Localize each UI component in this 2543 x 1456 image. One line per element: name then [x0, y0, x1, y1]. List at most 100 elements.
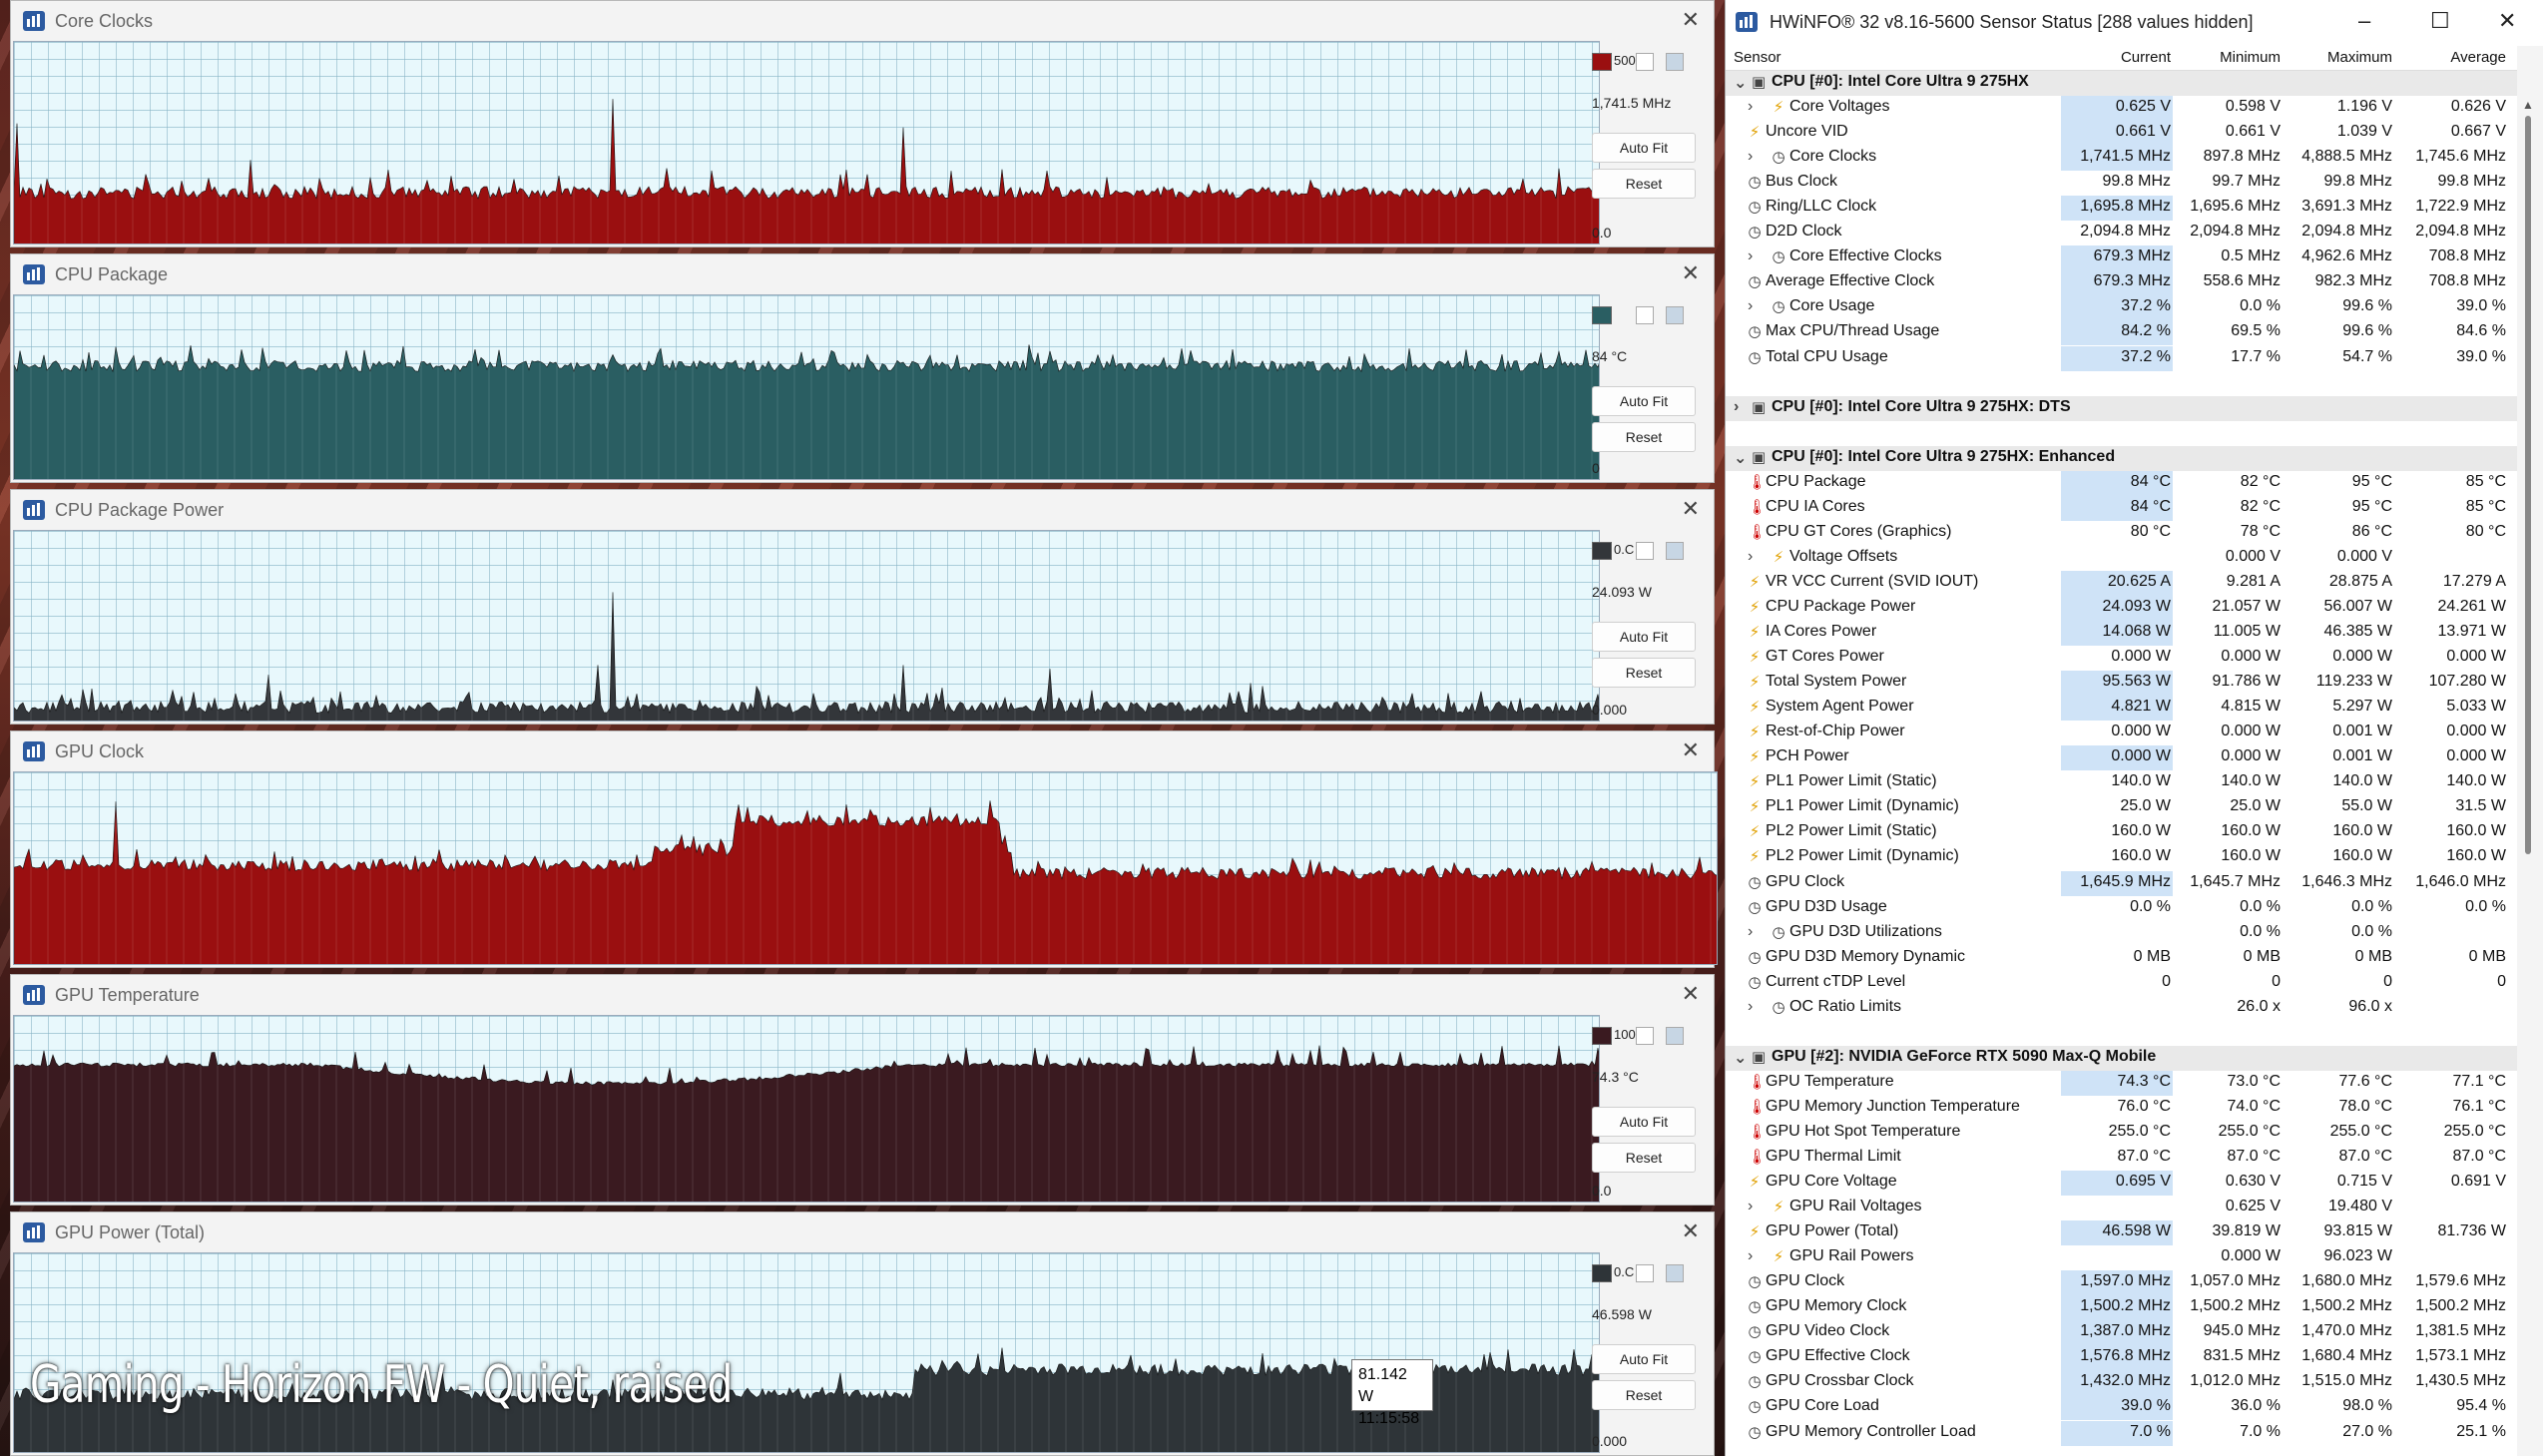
chevron-right-icon[interactable]: ›	[1748, 98, 1754, 116]
minimize-icon[interactable]: –	[2358, 8, 2371, 33]
reset-button[interactable]: Reset	[1592, 658, 1696, 688]
reset-button[interactable]: Reset	[1592, 422, 1696, 452]
sensor-row[interactable]: › ◷ Core Usage 37.2 % 0.0 % 99.6 % 39.0 %	[1726, 295, 2517, 321]
sensor-group-header[interactable]: › ▣ CPU [#0]: Intel Core Ultra 9 275HX: …	[1726, 395, 2517, 421]
header-maximum[interactable]: Maximum	[2326, 49, 2392, 66]
sensor-row[interactable]: 🌡 CPU Package 84 °C 82 °C 95 °C 85 °C	[1726, 470, 2517, 496]
sensor-row[interactable]: › ◷ OC Ratio Limits 26.0 x 96.0 x	[1726, 996, 2517, 1021]
chevron-right-icon[interactable]: ›	[1748, 1247, 1754, 1265]
graph-option-box[interactable]	[1666, 1264, 1684, 1282]
close-icon[interactable]: ✕	[1681, 1218, 1700, 1243]
chevron-right-icon[interactable]: ›	[1748, 997, 1754, 1015]
sensor-row[interactable]: ◷ Ring/LLC Clock 1,695.8 MHz 1,695.6 MHz…	[1726, 196, 2517, 222]
sensor-row[interactable]: ⚡ IA Cores Power 14.068 W 11.005 W 46.38…	[1726, 621, 2517, 647]
sensor-row[interactable]: › ⚡ Core Voltages 0.625 V 0.598 V 1.196 V…	[1726, 96, 2517, 122]
chevron-right-icon[interactable]: ›	[1748, 1198, 1754, 1215]
sensor-row[interactable]: ◷ GPU Effective Clock 1,576.8 MHz 831.5 …	[1726, 1345, 2517, 1371]
sensor-list[interactable]: ⌄ ▣ CPU [#0]: Intel Core Ultra 9 275HX › ⚡…	[1726, 71, 2517, 1456]
graph-plot-area[interactable]	[13, 1252, 1600, 1453]
header-sensor[interactable]: Sensor	[1734, 49, 1781, 66]
reset-button[interactable]: Reset	[1592, 1143, 1696, 1173]
chevron-down-icon[interactable]: ⌄	[1734, 1049, 1748, 1067]
sensor-row[interactable]: › ◷ Core Effective Clocks 679.3 MHz 0.5 M…	[1726, 245, 2517, 271]
graph-window-3[interactable]: GPU Clock ✕	[10, 730, 1718, 968]
reset-button[interactable]: Reset	[1592, 169, 1696, 199]
sensor-group-header[interactable]: ⌄ ▣ GPU [#2]: NVIDIA GeForce RTX 5090 Ma…	[1726, 1045, 2517, 1071]
graph-titlebar[interactable]: Core Clocks ✕	[11, 1, 1714, 41]
sensor-row[interactable]: ⚡ VR VCC Current (SVID IOUT) 20.625 A 9.…	[1726, 570, 2517, 596]
graph-window-2[interactable]: CPU Package Power ✕ 0.C 24.093 W Auto Fi…	[10, 489, 1715, 725]
series-color-swatch[interactable]	[1592, 1027, 1612, 1045]
chevron-down-icon[interactable]: ⌄	[1734, 75, 1748, 92]
graph-option-box[interactable]	[1636, 542, 1654, 560]
graph-plot-area[interactable]	[13, 294, 1600, 480]
header-minimum[interactable]: Minimum	[2220, 49, 2281, 66]
graph-option-box[interactable]	[1636, 53, 1654, 71]
sensor-row[interactable]: ◷ GPU Clock 1,597.0 MHz 1,057.0 MHz 1,68…	[1726, 1270, 2517, 1296]
graph-window-1[interactable]: CPU Package ✕ 84 °C Auto Fit Reset 0	[10, 253, 1715, 483]
sensor-row[interactable]: › ⚡ GPU Rail Voltages 0.625 V 19.480 V	[1726, 1196, 2517, 1220]
sensor-row[interactable]: ◷ GPU D3D Memory Dynamic 0 MB 0 MB 0 MB …	[1726, 946, 2517, 971]
close-icon[interactable]: ✕	[1681, 7, 1700, 32]
sensor-row[interactable]: ◷ GPU Memory Clock 1,500.2 MHz 1,500.2 M…	[1726, 1295, 2517, 1321]
header-current[interactable]: Current	[2120, 49, 2171, 66]
sensor-row[interactable]: 🌡 GPU Memory Junction Temperature 76.0 °…	[1726, 1096, 2517, 1121]
sensor-row[interactable]: ⚡ PL1 Power Limit (Dynamic) 25.0 W 25.0 …	[1726, 795, 2517, 820]
close-icon[interactable]: ✕	[1681, 260, 1700, 285]
sensor-row[interactable]: ⚡ GPU Power (Total) 46.598 W 39.819 W 93…	[1726, 1220, 2517, 1246]
sensor-row[interactable]: ⚡ System Agent Power 4.821 W 4.815 W 5.2…	[1726, 696, 2517, 722]
auto-fit-button[interactable]: Auto Fit	[1592, 133, 1696, 163]
graph-titlebar[interactable]: GPU Temperature ✕	[11, 975, 1714, 1015]
graph-plot-area[interactable]	[13, 771, 1718, 965]
sensor-row[interactable]: ⚡ PCH Power 0.000 W 0.000 W 0.001 W 0.00…	[1726, 745, 2517, 771]
graph-window-4[interactable]: GPU Temperature ✕ 100.0 74.3 °C Auto Fit…	[10, 974, 1715, 1206]
scrollbar-thumb[interactable]	[2525, 116, 2531, 854]
sensor-row[interactable]: ◷ Current cTDP Level 0 0 0 0	[1726, 971, 2517, 996]
sensor-row[interactable]: ◷ GPU Crossbar Clock 1,432.0 MHz 1,012.0…	[1726, 1370, 2517, 1396]
auto-fit-button[interactable]: Auto Fit	[1592, 622, 1696, 652]
graph-plot-area[interactable]	[13, 1015, 1600, 1203]
chevron-right-icon[interactable]: ›	[1748, 922, 1754, 940]
close-icon[interactable]: ✕	[1681, 737, 1700, 762]
sensor-row[interactable]: 🌡 CPU IA Cores 84 °C 82 °C 95 °C 85 °C	[1726, 495, 2517, 521]
chevron-right-icon[interactable]: ›	[1748, 547, 1754, 565]
chevron-right-icon[interactable]: ›	[1748, 297, 1754, 315]
graph-option-box[interactable]	[1636, 1264, 1654, 1282]
sensor-row[interactable]: › ⚡ Voltage Offsets 0.000 V 0.000 V	[1726, 546, 2517, 571]
sensor-row[interactable]: ⚡ PL2 Power Limit (Dynamic) 160.0 W 160.…	[1726, 845, 2517, 870]
chevron-right-icon[interactable]: ›	[1734, 397, 1740, 415]
graph-option-box[interactable]	[1666, 1027, 1684, 1045]
sensor-row[interactable]: 🌡 GPU Temperature 74.3 °C 73.0 °C 77.6 °…	[1726, 1070, 2517, 1096]
graph-option-box[interactable]	[1666, 542, 1684, 560]
sensor-row[interactable]: ◷ Bus Clock 99.8 MHz 99.7 MHz 99.8 MHz 9…	[1726, 171, 2517, 196]
close-icon[interactable]: ✕	[1681, 496, 1700, 521]
sensor-row[interactable]: ◷ GPU Memory Controller Load 7.0 % 7.0 %…	[1726, 1420, 2517, 1446]
sensor-row[interactable]: ⚡ Total System Power 95.563 W 91.786 W 1…	[1726, 671, 2517, 697]
sensor-row[interactable]: ◷ GPU Core Load 39.0 % 36.0 % 98.0 % 95.…	[1726, 1395, 2517, 1421]
sensor-row[interactable]: ◷ GPU D3D Usage 0.0 % 0.0 % 0.0 % 0.0 %	[1726, 896, 2517, 921]
graph-titlebar[interactable]: GPU Power (Total) ✕	[11, 1213, 1714, 1252]
graph-option-box[interactable]	[1636, 306, 1654, 324]
auto-fit-button[interactable]: Auto Fit	[1592, 386, 1696, 416]
sensor-row[interactable]: ◷ GPU Video Clock 1,387.0 MHz 945.0 MHz …	[1726, 1320, 2517, 1346]
sensor-row[interactable]: ◷ Total CPU Usage 37.2 % 17.7 % 54.7 % 3…	[1726, 345, 2517, 371]
auto-fit-button[interactable]: Auto Fit	[1592, 1107, 1696, 1137]
reset-button[interactable]: Reset	[1592, 1380, 1696, 1410]
sensor-row[interactable]: ◷ GPU Clock 1,645.9 MHz 1,645.7 MHz 1,64…	[1726, 870, 2517, 896]
sensor-row[interactable]: ◷ D2D Clock 2,094.8 MHz 2,094.8 MHz 2,09…	[1726, 221, 2517, 245]
chevron-down-icon[interactable]: ⌄	[1734, 449, 1748, 467]
graph-window-0[interactable]: Core Clocks ✕ 500 1,741.5 MHz Auto Fit R…	[10, 0, 1715, 247]
sensor-row[interactable]: 🌡 GPU Hot Spot Temperature 255.0 °C 255.…	[1726, 1121, 2517, 1146]
series-color-swatch[interactable]	[1592, 542, 1612, 560]
graph-option-box[interactable]	[1636, 1027, 1654, 1045]
sensor-row[interactable]: ◷ Max CPU/Thread Usage 84.2 % 69.5 % 99.…	[1726, 320, 2517, 346]
graph-plot-area[interactable]	[13, 530, 1600, 722]
sensor-row[interactable]: ⚡ Uncore VID 0.661 V 0.661 V 1.039 V 0.6…	[1726, 121, 2517, 147]
maximize-icon[interactable]: ☐	[2430, 8, 2450, 33]
graph-option-box[interactable]	[1666, 306, 1684, 324]
auto-fit-button[interactable]: Auto Fit	[1592, 1344, 1696, 1374]
graph-window-5[interactable]: GPU Power (Total) ✕ 0.C 46.598 W Auto Fi…	[10, 1212, 1715, 1456]
sensor-row[interactable]: 🌡 GPU Thermal Limit 87.0 °C 87.0 °C 87.0…	[1726, 1146, 2517, 1171]
close-icon[interactable]: ✕	[1681, 981, 1700, 1006]
chevron-right-icon[interactable]: ›	[1748, 148, 1754, 166]
